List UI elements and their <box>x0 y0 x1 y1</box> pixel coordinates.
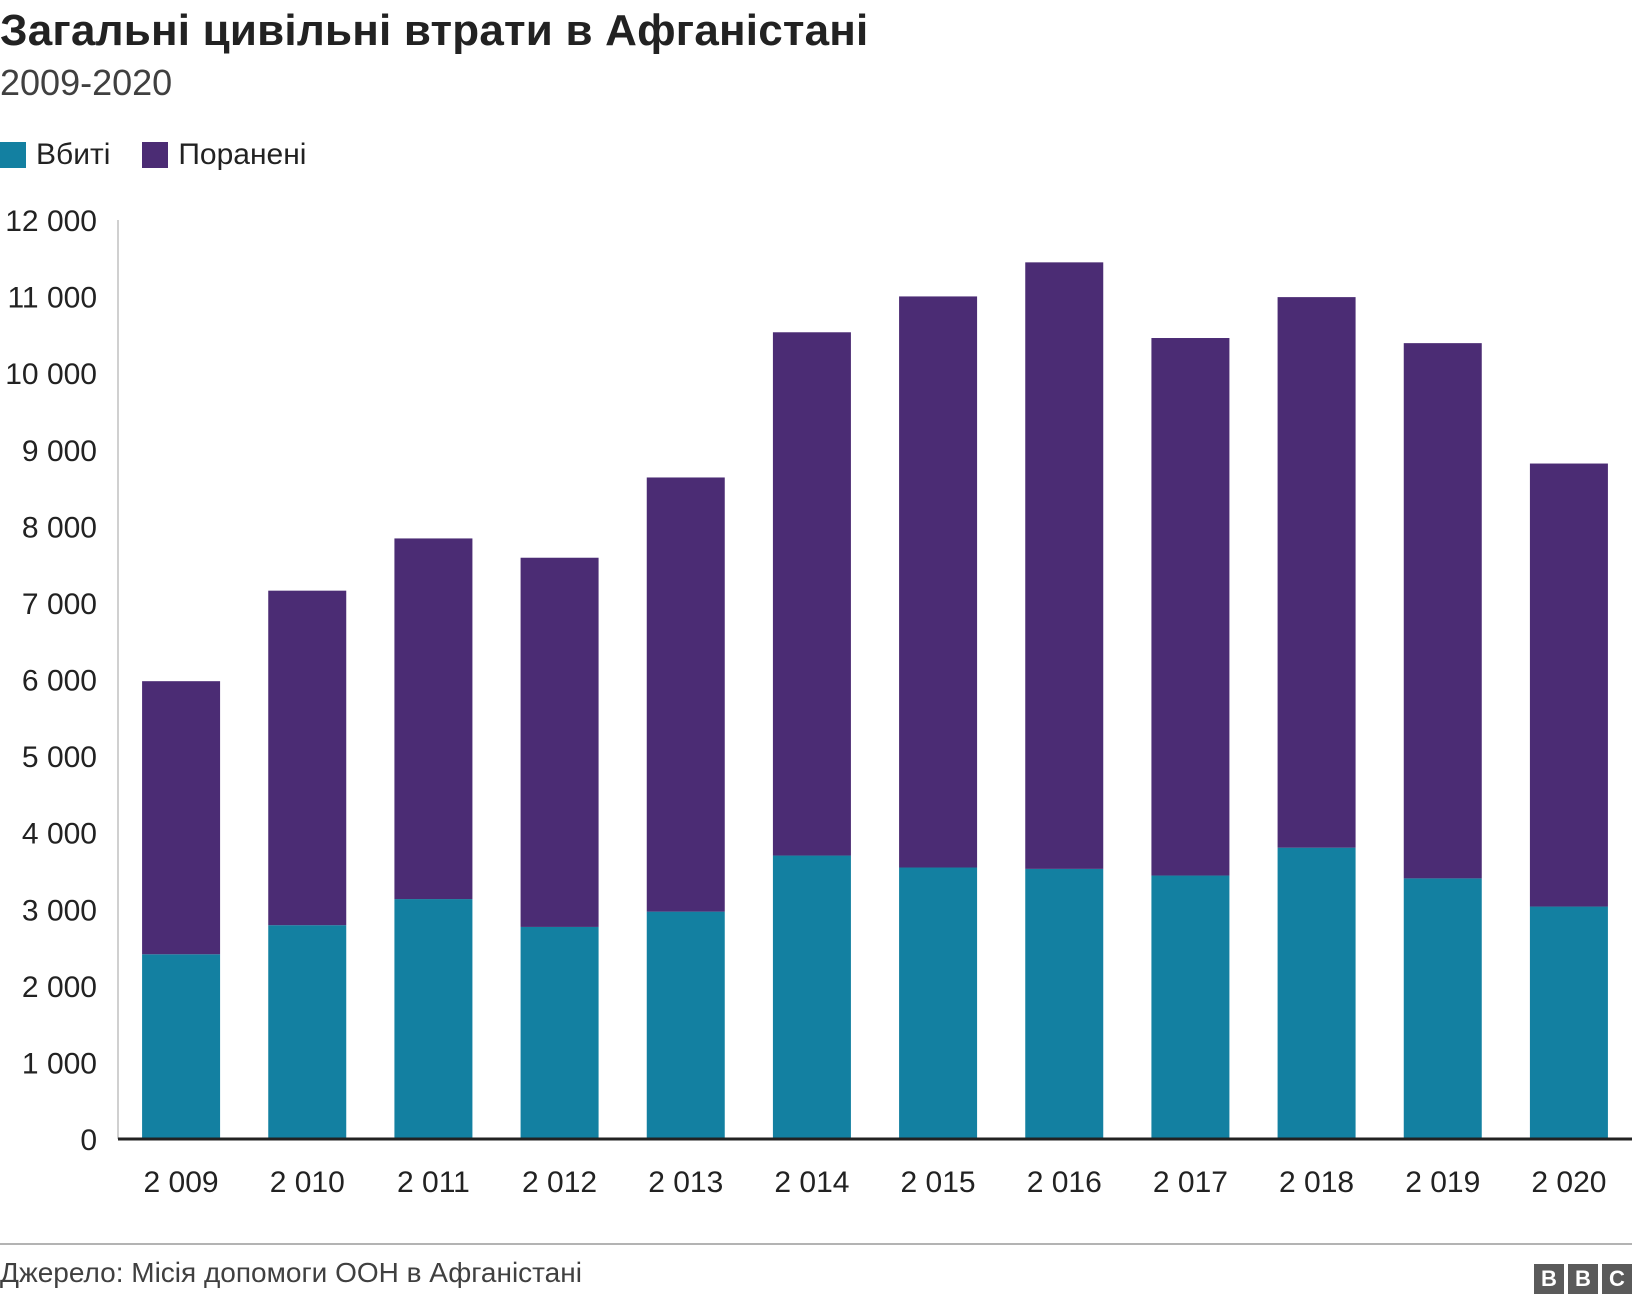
legend-item-wounded: Поранені <box>142 138 306 172</box>
bbc-logo-letter: B <box>1568 1264 1598 1294</box>
bbc-logo-letter: B <box>1534 1264 1564 1294</box>
bar-killed <box>520 926 599 1139</box>
y-tick-label: 7 000 <box>22 588 97 621</box>
y-tick-label: 3 000 <box>22 894 97 927</box>
stacked-bar-chart: 0 1 000 2 000 3 000 4 000 5 000 6 000 7 000 8 00… <box>5 205 1632 1199</box>
y-tick-label: 11 000 <box>7 282 97 315</box>
chart-subtitle: 2009-2020 <box>0 62 173 103</box>
bar-killed <box>142 954 221 1139</box>
bar-killed <box>1529 906 1608 1139</box>
x-tick-label: 2 013 <box>648 1166 723 1199</box>
x-tick-label: 2 011 <box>397 1166 470 1199</box>
bar-wounded <box>1529 463 1608 907</box>
x-tick-label: 2 014 <box>774 1166 849 1199</box>
y-tick-label: 4 000 <box>22 818 97 851</box>
x-tick-label: 2 020 <box>1531 1166 1606 1199</box>
bar-killed <box>1403 878 1482 1139</box>
bar-wounded <box>1151 338 1230 876</box>
x-tick-label: 2 017 <box>1153 1166 1228 1199</box>
y-tick-label: 10 000 <box>5 358 97 391</box>
bar-killed <box>1151 875 1230 1139</box>
bbc-logo: B B C <box>1530 1264 1632 1294</box>
chart-title: Загальні цивільні втрати в Афганістані <box>0 6 869 55</box>
y-tick-label: 9 000 <box>22 435 97 468</box>
bar-killed <box>1025 868 1104 1139</box>
bar-wounded <box>520 557 599 927</box>
y-tick-label: 6 000 <box>22 665 97 698</box>
footer-divider <box>0 1243 1632 1245</box>
y-tick-label: 1 000 <box>22 1047 97 1080</box>
bar-wounded <box>899 296 978 868</box>
x-tick-label: 2 009 <box>144 1166 219 1199</box>
y-tick-label: 5 000 <box>22 741 97 774</box>
bar-wounded <box>772 332 851 856</box>
bbc-logo-letter: C <box>1602 1264 1632 1294</box>
x-tick-label: 2 016 <box>1027 1166 1102 1199</box>
bar-killed <box>899 867 978 1139</box>
y-tick-label: 8 000 <box>22 511 97 544</box>
bar-wounded <box>1403 343 1482 879</box>
x-tick-label: 2 010 <box>270 1166 345 1199</box>
bar-killed <box>772 855 851 1139</box>
bar-killed <box>394 899 473 1139</box>
bar-wounded <box>1025 262 1104 869</box>
x-tick-label: 2 012 <box>522 1166 597 1199</box>
x-tick-label: 2 018 <box>1279 1166 1354 1199</box>
y-tick-label: 0 <box>80 1124 97 1157</box>
bar-wounded <box>1277 297 1356 848</box>
bar-wounded <box>142 681 221 955</box>
bar-killed <box>1277 847 1356 1139</box>
y-tick-label: 12 000 <box>5 205 97 238</box>
legend-swatch-killed <box>0 142 26 168</box>
bar-killed <box>268 925 347 1139</box>
source-note: Джерело: Місія допомоги ООН в Афганістан… <box>0 1257 582 1288</box>
x-tick-label: 2 019 <box>1405 1166 1480 1199</box>
bar-wounded <box>394 538 473 900</box>
legend-label-killed: Вбиті <box>36 138 111 171</box>
bar-wounded <box>268 590 347 926</box>
legend: Вбиті Поранені <box>0 138 338 172</box>
legend-swatch-wounded <box>142 142 169 168</box>
legend-item-killed: Вбиті <box>0 138 110 172</box>
bar-killed <box>646 911 725 1139</box>
x-tick-label: 2 015 <box>901 1166 976 1199</box>
bar-wounded <box>646 477 725 912</box>
legend-label-wounded: Поранені <box>178 138 307 171</box>
y-tick-label: 2 000 <box>22 971 97 1004</box>
